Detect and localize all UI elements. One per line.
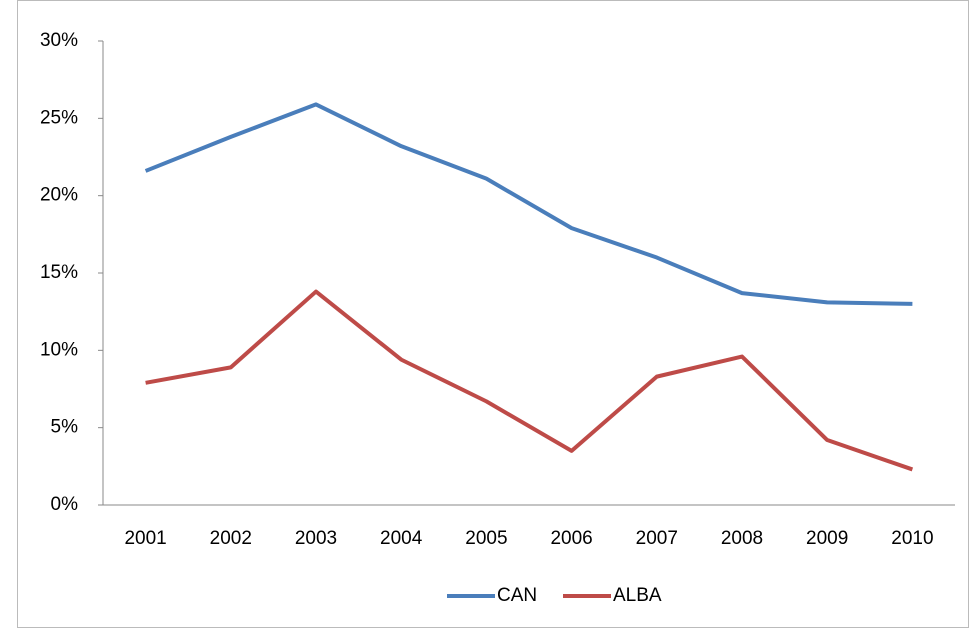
y-tick-label: 10% xyxy=(40,339,78,360)
x-tick-label: 2007 xyxy=(636,528,678,549)
x-tick-label: 2008 xyxy=(721,528,763,549)
chart-frame xyxy=(17,0,969,628)
x-tick-label: 2009 xyxy=(806,528,848,549)
series-line xyxy=(145,289,914,472)
x-tick-label: 2002 xyxy=(210,528,252,549)
y-tick-label: 5% xyxy=(51,417,79,438)
y-tick-label: 0% xyxy=(51,494,79,515)
legend-label: ALBA xyxy=(613,585,662,606)
x-tick-label: 2006 xyxy=(550,528,592,549)
x-tick-label: 2005 xyxy=(465,528,507,549)
x-tick-label: 2001 xyxy=(124,528,166,549)
legend-label: CAN xyxy=(497,585,537,606)
y-tick-label: 30% xyxy=(40,30,78,51)
y-tick-label: 20% xyxy=(40,185,78,206)
y-tick-label: 25% xyxy=(40,107,78,128)
x-tick-label: 2010 xyxy=(891,528,933,549)
y-tick-label: 15% xyxy=(40,262,78,283)
series-line xyxy=(144,102,913,306)
x-tick-label: 2004 xyxy=(380,528,423,549)
x-tick-label: 2003 xyxy=(295,528,337,549)
